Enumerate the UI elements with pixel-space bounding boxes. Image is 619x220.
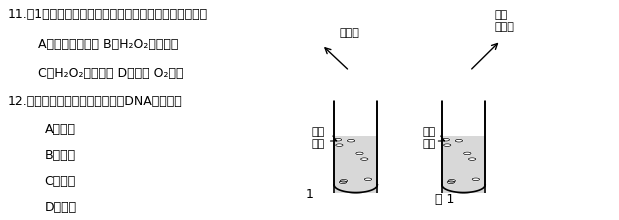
Text: A、间期: A、间期 (45, 123, 76, 136)
Circle shape (472, 178, 480, 181)
Text: 过氧
化氢: 过氧 化氢 (311, 127, 325, 149)
Circle shape (448, 180, 456, 182)
Text: 氯化铁: 氯化铁 (340, 28, 360, 38)
Text: C、H₂O₂溶液的量 D、产生 O₂的量: C、H₂O₂溶液的量 D、产生 O₂的量 (38, 67, 184, 80)
Circle shape (340, 180, 348, 182)
Text: 图 1: 图 1 (435, 192, 455, 205)
Circle shape (334, 138, 342, 141)
Circle shape (444, 144, 451, 147)
Circle shape (335, 144, 343, 147)
Circle shape (469, 158, 476, 160)
Text: 过氧
化氢酶: 过氧 化氢酶 (495, 10, 514, 32)
FancyBboxPatch shape (335, 136, 376, 192)
Circle shape (464, 152, 471, 155)
Circle shape (365, 178, 371, 181)
Circle shape (347, 139, 355, 142)
Circle shape (361, 158, 368, 160)
Text: 11.图1为验证酶的高效性实验示意图，该实验中自变量是: 11.图1为验证酶的高效性实验示意图，该实验中自变量是 (7, 8, 208, 21)
FancyBboxPatch shape (443, 136, 484, 192)
Text: D、末期: D、末期 (45, 201, 77, 214)
Circle shape (356, 152, 363, 155)
Text: 1: 1 (306, 188, 313, 201)
Circle shape (455, 139, 462, 142)
Circle shape (339, 181, 347, 183)
Text: B、前期: B、前期 (45, 149, 76, 162)
Text: C、中期: C、中期 (45, 175, 76, 188)
Circle shape (442, 138, 449, 141)
Circle shape (447, 181, 454, 183)
Text: A、催化剂的种类 B、H₂O₂分解速率: A、催化剂的种类 B、H₂O₂分解速率 (38, 38, 179, 51)
Text: 12.动物细胞的有丝分裂过程中，DNA复制发生: 12.动物细胞的有丝分裂过程中，DNA复制发生 (7, 95, 183, 108)
Text: 过氧
化氢: 过氧 化氢 (423, 127, 436, 149)
